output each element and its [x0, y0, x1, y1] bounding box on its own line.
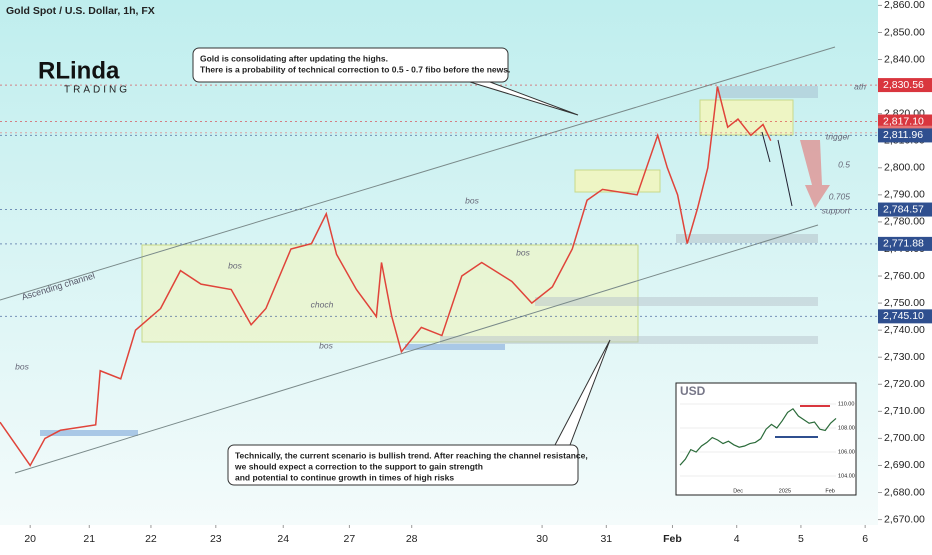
- inset-x-label: 2025: [779, 488, 791, 494]
- x-tick-label: 28: [406, 533, 418, 545]
- callout-text: we should expect a correction to the sup…: [234, 461, 483, 471]
- arrow-big: [800, 140, 830, 208]
- plot: [0, 86, 772, 467]
- y-tick-label: 2,790.00: [884, 189, 925, 201]
- axes: 2,670.00 2,680.00 2,690.00 2,700.00 2,710.00…: [24, 0, 925, 545]
- y-tick-label: 2,730.00: [884, 351, 925, 363]
- annotation: support: [822, 205, 851, 215]
- arrow: [761, 131, 771, 163]
- annotation: 0.5: [838, 159, 850, 169]
- y-tick-label: 2,680.00: [884, 486, 925, 498]
- callout-text: Technically, the current scenario is bul…: [235, 450, 588, 460]
- y-tick-label: 2,860.00: [884, 0, 925, 11]
- y-tick-label: 2,710.00: [884, 405, 925, 417]
- y-tick-label: 2,750.00: [884, 297, 925, 309]
- annotation: bos: [319, 340, 333, 350]
- y-tick-label: 2,670.00: [884, 513, 925, 525]
- price-tag: [878, 202, 932, 217]
- zone: [40, 430, 138, 436]
- logo-name: RLinda: [38, 57, 120, 84]
- price-tag-label: 2,784.57: [883, 203, 924, 215]
- x-tick-label: 20: [24, 533, 36, 545]
- inset-title: USD: [680, 384, 706, 398]
- zone: [574, 169, 661, 193]
- annotation: ath: [854, 81, 866, 91]
- y-tick-label: 2,780.00: [884, 216, 925, 228]
- y-tick-label: 2,800.00: [884, 162, 925, 174]
- inset: 110.00 108.00 106.00 104.00 Dec 2025 Feb: [679, 401, 855, 494]
- callout-box: [192, 47, 509, 83]
- inset-y-label: 108.00: [838, 425, 855, 431]
- price-tag-label: 2,745.10: [883, 310, 924, 322]
- callout-box: [227, 444, 579, 486]
- inset-box: [675, 382, 857, 496]
- logo-sub: TRADING: [64, 85, 130, 96]
- price-tag: [878, 78, 932, 93]
- x-tick-label: 24: [277, 533, 289, 545]
- x-axis-panel: [0, 525, 878, 550]
- chart-title: Gold Spot / U.S. Dollar, 1h, FX: [6, 5, 155, 17]
- annotation: bos: [516, 247, 530, 257]
- annotation: 0.705: [829, 191, 851, 201]
- x-tick-label: Feb: [663, 533, 682, 545]
- zone: [716, 86, 818, 98]
- x-tick-label: 5: [798, 533, 804, 545]
- inset-x-label: Feb: [825, 488, 834, 494]
- arrow: [777, 139, 793, 207]
- zone: [440, 336, 818, 344]
- annotation: bos: [15, 361, 29, 371]
- x-tick-label: 21: [83, 533, 95, 545]
- y-tick-label: 2,740.00: [884, 324, 925, 336]
- price-tag-label: 2,771.88: [883, 238, 924, 250]
- price-tag: [878, 128, 932, 143]
- price-line: [0, 86, 772, 467]
- x-tick-label: 23: [210, 533, 222, 545]
- x-tick-label: 6: [862, 533, 868, 545]
- annotation: bos: [465, 195, 479, 205]
- x-tick-label: 30: [536, 533, 548, 545]
- channel-lower: [14, 224, 819, 474]
- price-tag: [878, 114, 932, 129]
- price-tag: [878, 236, 932, 251]
- callout-text: and potential to continue growth in time…: [235, 472, 454, 482]
- channel-upper: [0, 46, 836, 301]
- y-tick-label: 2,840.00: [884, 53, 925, 65]
- inset-line: [679, 407, 837, 466]
- price-tag-label: 2,830.56: [883, 79, 924, 91]
- x-tick-label: 4: [734, 533, 740, 545]
- inset-y-label: 104.00: [838, 473, 855, 479]
- zone: [676, 234, 818, 243]
- x-tick-label: 31: [600, 533, 612, 545]
- annotation: choch: [311, 299, 334, 309]
- callout-text: Gold is consolidating after updating the…: [200, 53, 388, 63]
- y-tick-label: 2,720.00: [884, 378, 925, 390]
- price-tag-label: 2,817.10: [883, 115, 924, 127]
- inset-x-label: Dec: [733, 488, 743, 494]
- callout-text: There is a probability of technical corr…: [200, 64, 510, 74]
- annotation: trigger: [826, 131, 851, 141]
- zone: [535, 297, 818, 306]
- callouts: Gold is consolidating after updating the…: [200, 53, 588, 482]
- y-tick-label: 2,850.00: [884, 26, 925, 38]
- x-tick-label: 27: [344, 533, 356, 545]
- annotation: bos: [228, 260, 242, 270]
- y-tick-label: 2,760.00: [884, 270, 925, 282]
- inset-y-label: 110.00: [838, 401, 854, 407]
- levels: 2,830.562,817.102,812.952,811.962,784.57…: [0, 78, 932, 324]
- price-tag-label: 2,811.96: [883, 129, 923, 141]
- inset-y-label: 106.00: [838, 449, 855, 455]
- zone: [405, 344, 505, 350]
- price-tag: [878, 309, 932, 324]
- x-tick-label: 22: [145, 533, 157, 545]
- y-tick-label: 2,700.00: [884, 432, 925, 444]
- range-zone: [141, 244, 639, 343]
- y-tick-label: 2,690.00: [884, 459, 925, 471]
